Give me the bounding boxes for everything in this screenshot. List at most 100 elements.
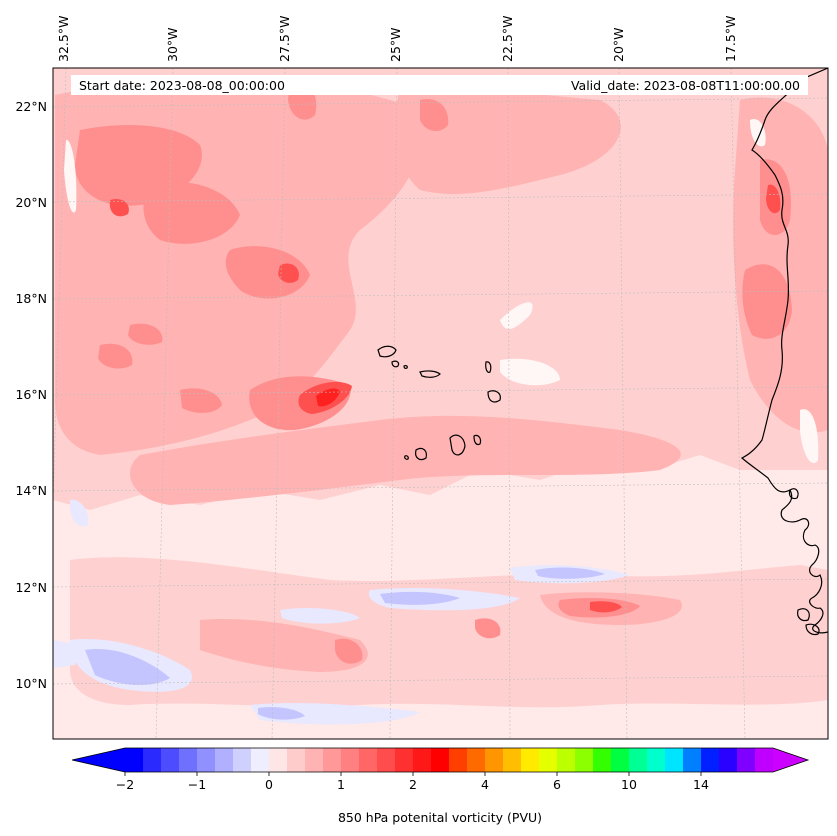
island-santiago	[449, 434, 466, 456]
pv-core-peak-south	[590, 601, 622, 613]
colorbar-cell	[521, 748, 540, 772]
colorbar-tick-label: 4	[481, 777, 489, 792]
coast-detail-2	[797, 608, 810, 622]
pv-patch-strong-6	[98, 343, 133, 369]
pv-low-streak-2	[500, 302, 533, 330]
colorbar-cell	[305, 748, 324, 772]
longitude-labels: 32.5°W 30°W 27.5°W 25°W 22.5°W 20°W 17.5…	[56, 16, 738, 62]
colorbar-cell	[413, 748, 432, 772]
pv-low-streak-1	[64, 139, 77, 213]
start-date-label: Start date: 2023-08-08_00:00:00	[79, 78, 285, 93]
valid-date-label: Valid_date: 2023-08-08T11:00:00.00	[571, 78, 800, 93]
colorbar-cell	[755, 748, 774, 772]
colorbar-cell	[395, 748, 414, 772]
colorbar-tick-label: 14	[693, 777, 709, 792]
colorbar-cell	[701, 748, 720, 772]
gridline-lat-16	[53, 386, 828, 396]
colorbar-cell	[251, 748, 270, 772]
pv-neg-region-9	[53, 640, 80, 668]
colorbar-cell	[377, 748, 396, 772]
colorbar-cell	[629, 748, 648, 772]
coast-detail-1	[788, 488, 799, 500]
date-annotation-box	[71, 75, 808, 95]
colorbar-cell	[575, 748, 594, 772]
colorbar-tick-label: 1	[337, 777, 345, 792]
latitude-labels: 22°N 20°N 18°N 16°N 14°N 12°N 10°N	[15, 99, 47, 691]
colorbar-cell	[719, 748, 738, 772]
colorbar-cell	[233, 748, 252, 772]
pv-patch-strong-7	[128, 323, 163, 345]
island-sal	[485, 361, 492, 373]
colorbar-cell	[449, 748, 468, 772]
colorbar-cell	[683, 748, 702, 772]
lat-label-12: 12°N	[15, 580, 47, 595]
lat-label-18: 18°N	[15, 291, 47, 306]
lon-label-22-5: 22.5°W	[500, 16, 515, 62]
colorbar-cell	[143, 748, 162, 772]
colorbar-cell	[467, 748, 486, 772]
colorbar-tick-label: 10	[621, 777, 637, 792]
lat-label-20: 20°N	[15, 195, 47, 210]
island-brava	[404, 455, 409, 460]
lat-label-22: 22°N	[15, 99, 47, 114]
colorbar-cell	[611, 748, 630, 772]
map-frame	[52, 67, 829, 740]
colorbar-cell	[503, 748, 522, 772]
pv-neg-region-4	[380, 591, 460, 605]
pv-patch-strong-south-3	[335, 638, 363, 664]
pv-field	[53, 68, 828, 739]
pv-core-peak-4	[766, 184, 781, 214]
colorbar-cell	[647, 748, 666, 772]
pv-neg-region-11	[280, 607, 360, 624]
gridline-lat-14	[53, 482, 828, 492]
pv-patch-strong-10	[420, 99, 449, 132]
pv-low-streak-5	[800, 409, 819, 464]
gridline-lat-20	[53, 193, 828, 203]
island-fogo	[415, 447, 427, 461]
lon-label-27-5: 27.5°W	[277, 16, 292, 62]
colorbar-cell	[431, 748, 450, 772]
gridline-lat-18	[53, 290, 828, 300]
colorbar-cell	[665, 748, 684, 772]
pv-core-peak-2	[278, 263, 299, 283]
lon-label-25: 25°W	[388, 27, 403, 62]
lat-label-14: 14°N	[15, 483, 47, 498]
pv-patch-strong-south-2	[475, 618, 501, 639]
colorbar-cell	[359, 748, 378, 772]
lon-label-17-5: 17.5°W	[723, 16, 738, 62]
colorbar-cell	[539, 748, 558, 772]
pv-band-medium-south	[200, 619, 368, 672]
colorbar-cell	[737, 748, 756, 772]
pv-neg-region-2	[85, 649, 170, 686]
pv-patch-strong-3	[225, 246, 310, 299]
colorbar-cell	[341, 748, 360, 772]
pv-neg-region-8	[258, 707, 305, 720]
colorbar-tick-label: −2	[116, 777, 134, 792]
colorbar-cell	[269, 748, 288, 772]
island-sao-vicente	[391, 360, 400, 368]
pv-low-streak-3	[500, 358, 560, 386]
colorbar-cell	[197, 748, 216, 772]
colorbar-ticks: −2 −1 0 1 2 4 6 10 14	[116, 772, 709, 792]
colorbar-under-arrow	[72, 748, 125, 772]
lat-label-16: 16°N	[15, 387, 47, 402]
colorbar-tick-label: 0	[265, 777, 273, 792]
coastlines	[377, 68, 828, 636]
colorbar-cell	[485, 748, 504, 772]
lon-label-30: 30°W	[165, 27, 180, 62]
colorbar-cell	[179, 748, 198, 772]
pv-low-streak-4	[750, 119, 766, 147]
colorbar-cell	[161, 748, 180, 772]
lon-label-32-5: 32.5°W	[56, 16, 71, 62]
pv-neg-region-6	[535, 567, 605, 579]
pv-patch-strong-5	[180, 388, 222, 413]
pv-patch-strong-2	[143, 181, 240, 244]
gridline-lat-12	[53, 578, 828, 588]
colorbar-tick-label: 2	[409, 777, 417, 792]
island-sao-nicolau	[419, 370, 441, 378]
colorbar-cell	[557, 748, 576, 772]
colorbar: −2 −1 0 1 2 4 6 10 14 850 hPa potenital vorticit…	[71, 747, 810, 825]
coast-detail-3	[805, 623, 820, 636]
graticule	[53, 68, 828, 739]
pv-patch-strong-9	[742, 264, 792, 339]
